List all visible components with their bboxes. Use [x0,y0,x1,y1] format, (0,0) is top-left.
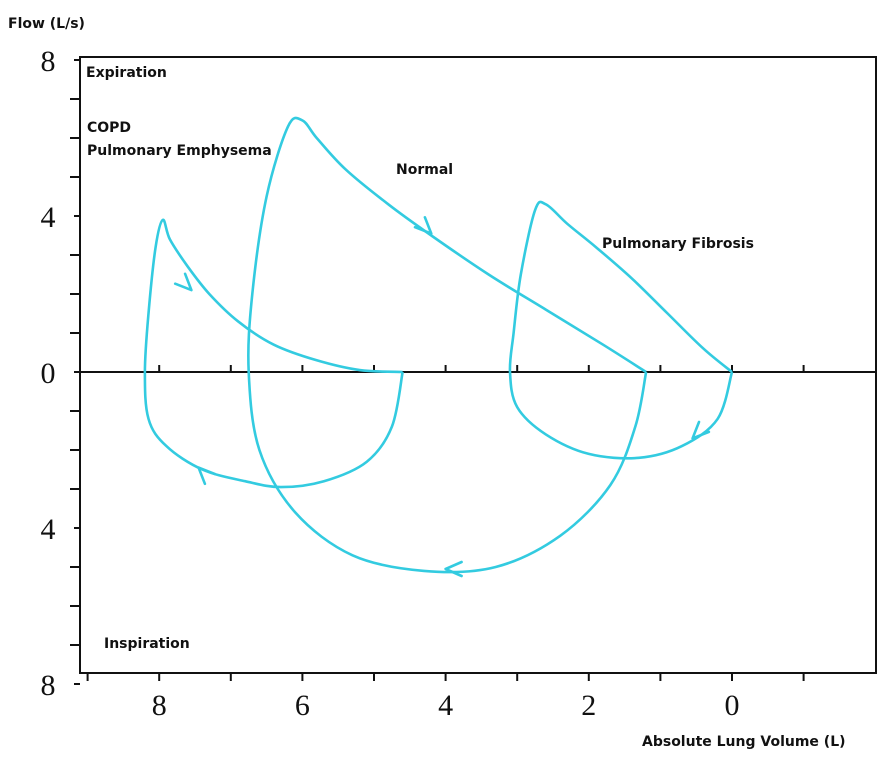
curve-normal [247,116,648,574]
curves-group [143,116,734,574]
copd-label-line1: COPD [87,120,131,136]
copd-label-line2: Pulmonary Emphysema [87,143,272,159]
direction-arrow [691,420,711,440]
y-tick-label: 4 [41,201,56,234]
y-tick-label: 8 [41,45,56,78]
arrows-group [173,216,711,578]
inspiration-label: Inspiration [104,636,190,652]
plot-frame [79,56,877,674]
normal-label: Normal [396,162,453,178]
direction-arrow [173,272,193,292]
y-tick-label: 4 [41,513,56,546]
expiration-label: Expiration [86,65,167,81]
curve-copd [143,218,404,489]
curve-fibrosis [508,200,734,460]
x-tick-label: 8 [152,689,167,722]
y-axis-title: Flow (L/s) [8,16,85,32]
x-tick-label: 0 [725,689,740,722]
direction-arrow [413,216,433,235]
x-axis-title: Absolute Lung Volume (L) [642,734,846,750]
x-tick-label: 6 [295,689,310,722]
y-tick-label: 8 [41,669,56,702]
y-axis-ticks: 8 4 0 4 8 [41,45,80,702]
direction-arrow [197,466,217,486]
y-tick-label: 0 [41,357,56,390]
x-tick-label: 2 [581,689,596,722]
fibrosis-label: Pulmonary Fibrosis [602,236,754,252]
direction-arrow [444,560,463,578]
x-axis-ticks: 8 6 4 2 0 [86,365,805,722]
x-tick-label: 4 [438,689,453,722]
